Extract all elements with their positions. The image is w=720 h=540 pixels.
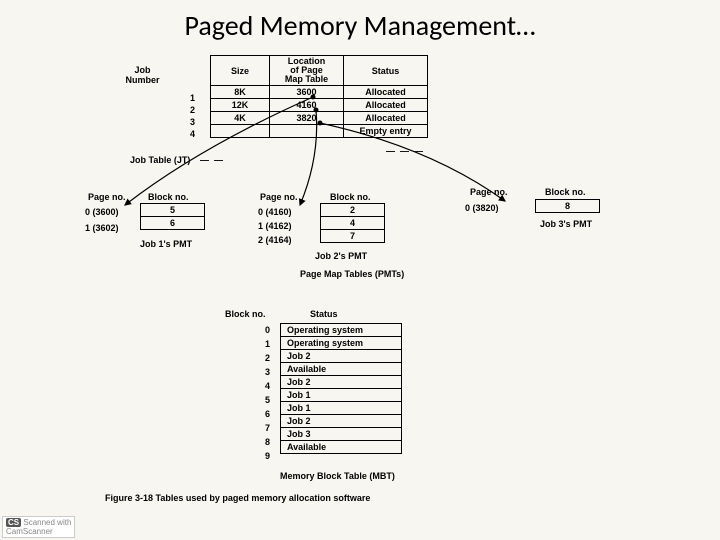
pmt2-h1: Page no. bbox=[260, 192, 298, 202]
page-title: Paged Memory Management… bbox=[0, 0, 720, 47]
table-row: Available bbox=[281, 441, 402, 454]
figure-caption: Figure 3-18 Tables used by paged memory … bbox=[105, 493, 370, 503]
table-row: 8K3600Allocated bbox=[211, 86, 428, 99]
table-row: Job 2 bbox=[281, 415, 402, 428]
mbt-r4: 4 bbox=[265, 381, 270, 391]
pmt1-h2: Block no. bbox=[148, 192, 189, 202]
table-row: Job 2 bbox=[281, 350, 402, 363]
table-row: Available bbox=[281, 363, 402, 376]
table-row: Operating system bbox=[281, 324, 402, 337]
mbt-r6: 6 bbox=[265, 409, 270, 419]
pmt2-r0-page: 0 (4160) bbox=[258, 207, 292, 217]
mbt-r1: 1 bbox=[265, 339, 270, 349]
jt-header-loc: Location of Page Map Table bbox=[270, 56, 344, 86]
jt-header-status: Status bbox=[344, 56, 428, 86]
mbt-table: Operating system Operating system Job 2 … bbox=[280, 323, 402, 454]
pmt1-table: 5 6 bbox=[140, 203, 205, 230]
table-row: Job 3 bbox=[281, 428, 402, 441]
table-row: 4 bbox=[321, 217, 385, 230]
table-row: 2 bbox=[321, 204, 385, 217]
mbt-r7: 7 bbox=[265, 423, 270, 433]
mbt-caption: Memory Block Table (MBT) bbox=[280, 471, 395, 481]
pmt2-r2-page: 2 (4164) bbox=[258, 235, 292, 245]
mbt-r3: 3 bbox=[265, 367, 270, 377]
table-row: Empty entry bbox=[211, 125, 428, 138]
table-row: 6 bbox=[141, 217, 205, 230]
pmt1-r1-page: 1 (3602) bbox=[85, 223, 119, 233]
mbt-h1: Block no. bbox=[225, 309, 266, 319]
jt-header-jobno: Job Number bbox=[120, 65, 165, 85]
mbt-r5: 5 bbox=[265, 395, 270, 405]
pmt2-r1-page: 1 (4162) bbox=[258, 221, 292, 231]
pmts-caption: Page Map Tables (PMTs) bbox=[300, 269, 404, 279]
table-row: Job 1 bbox=[281, 389, 402, 402]
job-table: Size Location of Page Map Table Status 8… bbox=[210, 55, 428, 138]
mbt-r9: 9 bbox=[265, 451, 270, 461]
pmt3-r0-page: 0 (3820) bbox=[465, 203, 499, 213]
cs-badge-icon: CS bbox=[6, 518, 21, 527]
jt-header-size: Size bbox=[211, 56, 270, 86]
table-row: 12K4160Allocated bbox=[211, 99, 428, 112]
pmt1-h1: Page no. bbox=[88, 192, 126, 202]
pmt1-r0-page: 0 (3600) bbox=[85, 207, 119, 217]
table-row: 5 bbox=[141, 204, 205, 217]
table-row: Operating system bbox=[281, 337, 402, 350]
pmt3-h1: Page no. bbox=[470, 187, 508, 197]
pmt2-table: 2 4 7 bbox=[320, 203, 385, 243]
table-row: Job 1 bbox=[281, 402, 402, 415]
jt-row3-num: 3 bbox=[190, 117, 195, 127]
mbt-r8: 8 bbox=[265, 437, 270, 447]
table-row: 4K3820Allocated bbox=[211, 112, 428, 125]
pmt3-table: 8 bbox=[535, 199, 600, 213]
table-row: Job 2 bbox=[281, 376, 402, 389]
table-row: 8 bbox=[536, 200, 600, 213]
pmt2-h2: Block no. bbox=[330, 192, 371, 202]
scanned-watermark: CS Scanned with CamScanner bbox=[2, 516, 75, 538]
pmt1-caption: Job 1's PMT bbox=[140, 239, 192, 249]
mbt-r0: 0 bbox=[265, 325, 270, 335]
pmt3-caption: Job 3's PMT bbox=[540, 219, 592, 229]
pmt3-h2: Block no. bbox=[545, 187, 586, 197]
jt-row4-num: 4 bbox=[190, 129, 195, 139]
jt-row1-num: 1 bbox=[190, 93, 195, 103]
jt-caption: Job Table (JT) bbox=[130, 155, 190, 165]
mbt-r2: 2 bbox=[265, 353, 270, 363]
pmt2-caption: Job 2's PMT bbox=[315, 251, 367, 261]
table-row: 7 bbox=[321, 230, 385, 243]
mbt-h2: Status bbox=[310, 309, 338, 319]
diagram-content: Job Number Size Location of Page Map Tab… bbox=[0, 47, 720, 537]
jt-row2-num: 2 bbox=[190, 105, 195, 115]
